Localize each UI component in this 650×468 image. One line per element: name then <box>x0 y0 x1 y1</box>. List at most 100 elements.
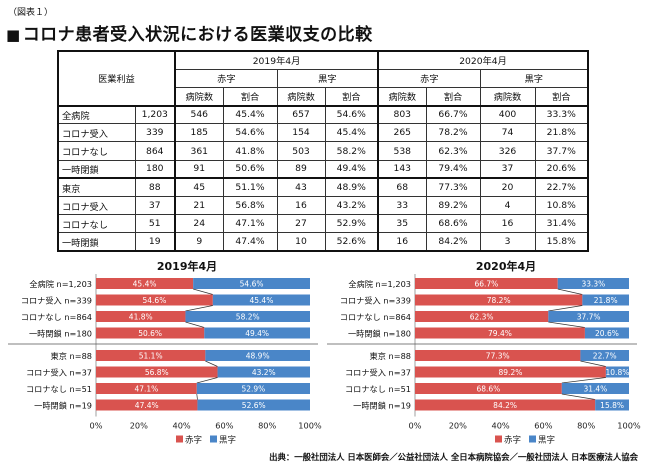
data-label-black: 54.6% <box>240 280 264 289</box>
bar-red <box>96 399 198 411</box>
bar-red <box>96 366 218 378</box>
row-total: 864 <box>134 141 176 161</box>
header-black-2019: 黒字 <box>276 68 379 88</box>
chart-svg: 全病院 n=1,203 45.4% 54.6% コロナ受入 n=339 54.6% 45.… <box>8 274 322 446</box>
x-tick-label: 100% <box>298 421 322 431</box>
connector-line <box>561 393 596 400</box>
bar-black <box>204 327 310 339</box>
data-label-black: 15.8% <box>600 401 624 410</box>
table-cell: 79.4% <box>425 159 481 179</box>
bar-black <box>582 294 629 306</box>
header-red-2020: 赤字 <box>377 68 481 88</box>
bar-black <box>217 366 310 378</box>
table-cell: 21 <box>174 195 224 216</box>
row-label: 一時閉鎖 <box>57 159 136 179</box>
row-label: 一時閉鎖 <box>57 232 136 253</box>
table-cell: 45.4% <box>324 123 379 143</box>
connector-line <box>196 393 198 400</box>
table-cell: 68 <box>377 177 427 198</box>
bar-red <box>415 350 581 361</box>
table-cell: 400 <box>479 104 536 125</box>
table-cell: 54.6% <box>324 104 379 125</box>
legend-label-black: 黒字 <box>538 435 555 446</box>
title-square-icon: ■ <box>6 26 21 44</box>
table-cell: 66.7% <box>425 104 481 125</box>
data-label-black: 58.2% <box>236 313 260 322</box>
category-label: 東京 n=88 <box>51 351 92 361</box>
table-cell: 68.6% <box>425 214 481 234</box>
data-label-red: 66.7% <box>474 280 498 289</box>
data-label-black: 33.3% <box>581 280 605 289</box>
x-tick-label: 80% <box>577 421 595 431</box>
table-cell: 20 <box>479 177 536 198</box>
table-cell: 48.9% <box>324 177 379 198</box>
data-label-black: 48.9% <box>246 352 270 361</box>
table-cell: 62.3% <box>425 141 481 161</box>
data-label-red: 78.2% <box>487 296 511 305</box>
table-cell: 9 <box>174 232 224 253</box>
table-cell: 10 <box>276 232 326 253</box>
table-cell: 35 <box>377 214 427 234</box>
subheader-ratio: 割合 <box>222 86 278 107</box>
row-label: 全病院 <box>57 104 136 125</box>
table-cell: 47.4% <box>222 232 278 253</box>
table-cell: 154 <box>276 123 326 143</box>
table-cell: 52.9% <box>324 214 379 234</box>
header-profit: 医業利益 <box>57 50 176 107</box>
table-cell: 21.8% <box>534 123 589 143</box>
data-label-black: 49.4% <box>245 329 269 338</box>
table-row: 全病院 1,203 546 45.4% 657 54.6% 803 66.7% 400 33.3% <box>57 104 589 125</box>
category-label: コロナなし n=864 <box>21 312 92 322</box>
category-label: コロナなし n=864 <box>340 312 411 322</box>
table-cell: 361 <box>174 141 224 161</box>
x-tick-label: 0% <box>90 421 103 431</box>
data-label-black: 43.2% <box>252 368 276 377</box>
table-cell: 84.2% <box>425 232 481 253</box>
header-black-2020: 黒字 <box>479 68 589 88</box>
row-total: 37 <box>134 195 176 216</box>
legend-label-black: 黒字 <box>219 435 236 446</box>
chart-title-2020: 2020年4月 <box>475 260 537 273</box>
row-total: 19 <box>134 232 176 253</box>
row-label: コロナなし <box>57 141 136 161</box>
table-cell: 49.4% <box>324 159 379 179</box>
data-label-black: 31.4% <box>583 385 607 394</box>
table-cell: 47.1% <box>222 214 278 234</box>
category-label: 一時閉鎖 n=180 <box>348 329 411 339</box>
row-label: 東京 <box>57 177 136 198</box>
connector-line <box>205 360 218 367</box>
bar-red <box>415 366 606 378</box>
table-cell: 56.8% <box>222 195 278 216</box>
bar-black <box>557 278 629 289</box>
data-label-red: 68.6% <box>476 385 500 394</box>
table-cell: 37.7% <box>534 141 589 161</box>
bar-black <box>548 311 629 322</box>
data-label-red: 50.6% <box>138 329 162 338</box>
category-label: 一時閉鎖 n=180 <box>29 329 92 339</box>
chart-2020: 2020年4月 全病院 n=1,203 66.7% 33.3% コロナ受入 n=339… <box>327 258 647 453</box>
data-label-black: 22.7% <box>593 352 617 361</box>
legend-label-red: 赤字 <box>185 435 202 446</box>
data-label-red: 54.6% <box>143 296 167 305</box>
x-tick-label: 20% <box>130 421 148 431</box>
connector-line <box>580 360 606 367</box>
table-row: 一時閉鎖 19 9 47.4% 10 52.6% 16 84.2% 3 15.8% <box>57 232 589 253</box>
table-cell: 22.7% <box>534 177 589 198</box>
data-label-red: 41.8% <box>129 313 153 322</box>
category-label: 一時閉鎖 n=19 <box>34 401 92 411</box>
table-cell: 16 <box>479 214 536 234</box>
x-tick-label: 60% <box>215 421 233 431</box>
table-cell: 33.3% <box>534 104 589 125</box>
bar-red <box>415 278 558 289</box>
subheader-hospitals: 病院数 <box>276 86 326 107</box>
data-label-black: 52.9% <box>241 385 265 394</box>
row-label: コロナなし <box>57 214 136 234</box>
bar-red <box>96 278 194 289</box>
category-label: コロナなし n=51 <box>345 384 411 394</box>
chart-2019: 2019年4月 全病院 n=1,203 45.4% 54.6% コロナ受入 n=339… <box>8 258 328 453</box>
table-cell: 185 <box>174 123 224 143</box>
table-cell: 4 <box>479 195 536 216</box>
table-cell: 50.6% <box>222 159 278 179</box>
table-cell: 89 <box>276 159 326 179</box>
connector-line <box>548 321 585 328</box>
